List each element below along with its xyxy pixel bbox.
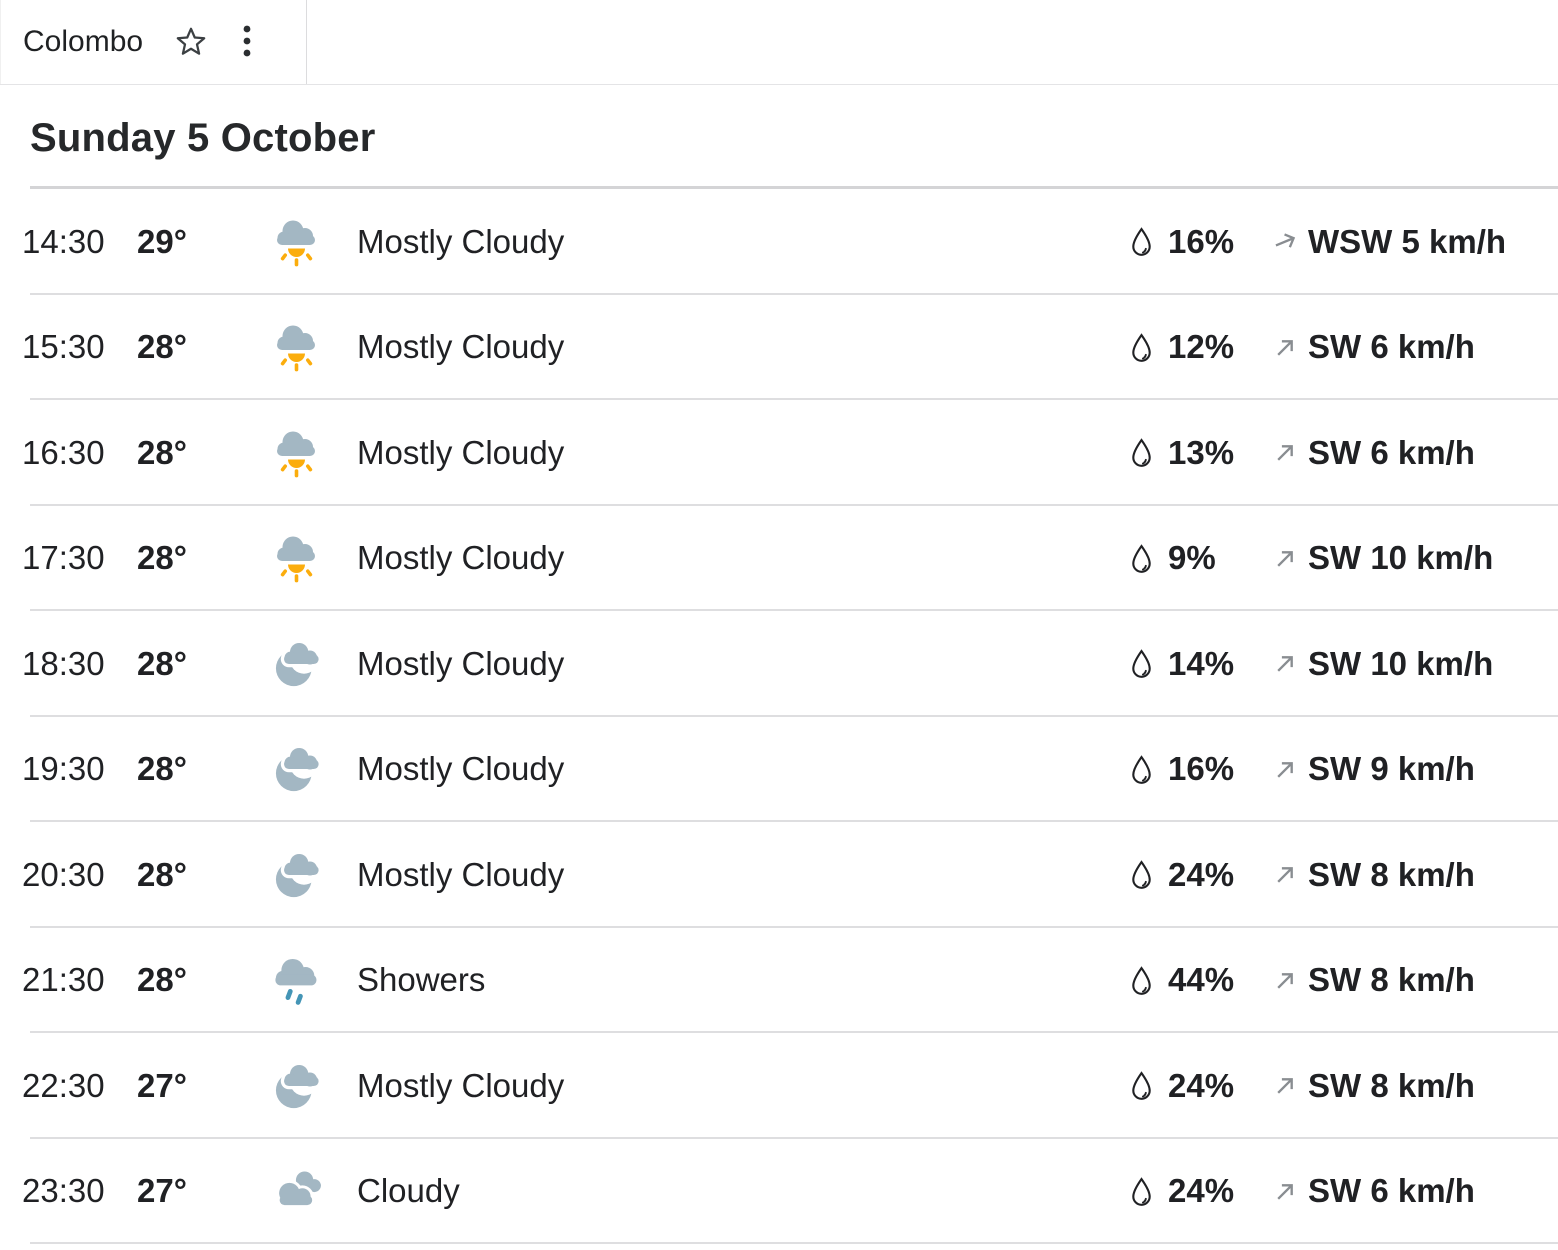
wind-value: WSW 5 km/h — [1308, 222, 1507, 260]
time-label: 21:30 — [22, 961, 105, 999]
condition-label: Mostly Cloudy — [357, 644, 565, 682]
temperature-value: 28° — [137, 750, 187, 788]
precipitation-value: 12% — [1168, 328, 1235, 366]
wind-direction-icon — [1272, 1072, 1299, 1099]
heading-divider — [30, 186, 1558, 189]
humidity-icon — [1128, 437, 1155, 468]
temperature-value: 28° — [137, 855, 187, 893]
precipitation-value: 24% — [1168, 855, 1235, 893]
location-title: Colombo — [23, 25, 144, 58]
humidity-icon — [1128, 226, 1155, 257]
precipitation-value: 13% — [1168, 433, 1235, 471]
wind-value: SW 9 km/h — [1308, 750, 1475, 788]
condition-label: Mostly Cloudy — [357, 855, 565, 893]
temperature-value: 28° — [137, 539, 187, 577]
humidity-icon — [1128, 754, 1155, 785]
wind-value: SW 8 km/h — [1308, 1066, 1475, 1104]
condition-label: Mostly Cloudy — [357, 222, 565, 260]
mostly-cloudy-day-icon — [237, 320, 357, 374]
precipitation-value: 14% — [1168, 644, 1235, 682]
forecast-row: 20:30 28° Mostly Cloudy 24% SW 8 km/h — [0, 822, 1558, 928]
humidity-icon — [1128, 1070, 1155, 1101]
star-icon[interactable] — [173, 24, 209, 60]
wind-value: SW 10 km/h — [1308, 539, 1494, 577]
forecast-panel: Sunday 5 October 14:30 29° Mostly Cloudy… — [0, 111, 1558, 1244]
precipitation-value: 24% — [1168, 1066, 1235, 1104]
wind-direction-icon — [1272, 545, 1299, 572]
kebab-menu-icon[interactable] — [241, 22, 253, 62]
condition-label: Cloudy — [357, 1172, 460, 1210]
precipitation-value: 24% — [1168, 1172, 1235, 1210]
forecast-row: 23:30 27° Cloudy 24% SW 6 km/h — [0, 1139, 1558, 1245]
wind-value: SW 6 km/h — [1308, 433, 1475, 471]
forecast-row: 17:30 28° Mostly Cloudy 9% SW 10 km/h — [0, 506, 1558, 612]
mostly-cloudy-day-icon — [237, 531, 357, 585]
humidity-icon — [1128, 859, 1155, 890]
location-tab[interactable]: Colombo — [0, 0, 307, 84]
humidity-icon — [1128, 965, 1155, 996]
precipitation-value: 16% — [1168, 750, 1235, 788]
time-label: 17:30 — [22, 539, 105, 577]
time-label: 19:30 — [22, 750, 105, 788]
time-label: 14:30 — [22, 222, 105, 260]
time-label: 15:30 — [22, 328, 105, 366]
wind-direction-icon — [1272, 650, 1299, 677]
time-label: 16:30 — [22, 433, 105, 471]
cloudy-icon — [237, 1164, 357, 1218]
condition-label: Mostly Cloudy — [357, 539, 565, 577]
hourly-forecast-list: 14:30 29° Mostly Cloudy 16% WSW 5 km/h 1… — [0, 189, 1558, 1244]
forecast-row: 21:30 28° Showers 44% SW 8 km/h — [0, 928, 1558, 1034]
temperature-value: 28° — [137, 644, 187, 682]
temperature-value: 27° — [137, 1066, 187, 1104]
mostly-cloudy-night-icon — [237, 742, 357, 796]
forecast-row: 18:30 28° Mostly Cloudy 14% SW 10 km/h — [0, 611, 1558, 717]
forecast-row: 19:30 28° Mostly Cloudy 16% SW 9 km/h — [0, 717, 1558, 823]
precipitation-value: 44% — [1168, 961, 1235, 999]
mostly-cloudy-night-icon — [237, 848, 357, 902]
wind-direction-icon — [1272, 967, 1299, 994]
mostly-cloudy-night-icon — [237, 1059, 357, 1113]
wind-value: SW 8 km/h — [1308, 855, 1475, 893]
showers-icon — [237, 953, 357, 1007]
temperature-value: 27° — [137, 1172, 187, 1210]
humidity-icon — [1128, 648, 1155, 679]
temperature-value: 28° — [137, 328, 187, 366]
temperature-value: 28° — [137, 961, 187, 999]
condition-label: Mostly Cloudy — [357, 433, 565, 471]
date-heading: Sunday 5 October — [30, 116, 376, 160]
condition-label: Mostly Cloudy — [357, 328, 565, 366]
condition-label: Showers — [357, 961, 486, 999]
wind-value: SW 8 km/h — [1308, 961, 1475, 999]
location-tab-bar: Colombo — [0, 0, 1558, 85]
time-label: 23:30 — [22, 1172, 105, 1210]
forecast-row: 14:30 29° Mostly Cloudy 16% WSW 5 km/h — [0, 189, 1558, 295]
mostly-cloudy-night-icon — [237, 637, 357, 691]
wind-value: SW 6 km/h — [1308, 328, 1475, 366]
time-label: 18:30 — [22, 644, 105, 682]
wind-direction-icon — [1272, 228, 1299, 255]
precipitation-value: 16% — [1168, 222, 1235, 260]
wind-direction-icon — [1272, 756, 1299, 783]
wind-direction-icon — [1272, 861, 1299, 888]
mostly-cloudy-day-icon — [237, 426, 357, 480]
wind-direction-icon — [1272, 1178, 1299, 1205]
precipitation-value: 9% — [1168, 539, 1216, 577]
temperature-value: 29° — [137, 222, 187, 260]
temperature-value: 28° — [137, 433, 187, 471]
time-label: 22:30 — [22, 1066, 105, 1104]
mostly-cloudy-day-icon — [237, 215, 357, 269]
humidity-icon — [1128, 543, 1155, 574]
time-label: 20:30 — [22, 855, 105, 893]
condition-label: Mostly Cloudy — [357, 750, 565, 788]
humidity-icon — [1128, 332, 1155, 363]
condition-label: Mostly Cloudy — [357, 1066, 565, 1104]
wind-direction-icon — [1272, 439, 1299, 466]
wind-value: SW 10 km/h — [1308, 644, 1494, 682]
forecast-row: 22:30 27° Mostly Cloudy 24% SW 8 km/h — [0, 1033, 1558, 1139]
forecast-row: 15:30 28° Mostly Cloudy 12% SW 6 km/h — [0, 295, 1558, 401]
wind-direction-icon — [1272, 334, 1299, 361]
forecast-row: 16:30 28° Mostly Cloudy 13% SW 6 km/h — [0, 400, 1558, 506]
humidity-icon — [1128, 1176, 1155, 1207]
wind-value: SW 6 km/h — [1308, 1172, 1475, 1210]
